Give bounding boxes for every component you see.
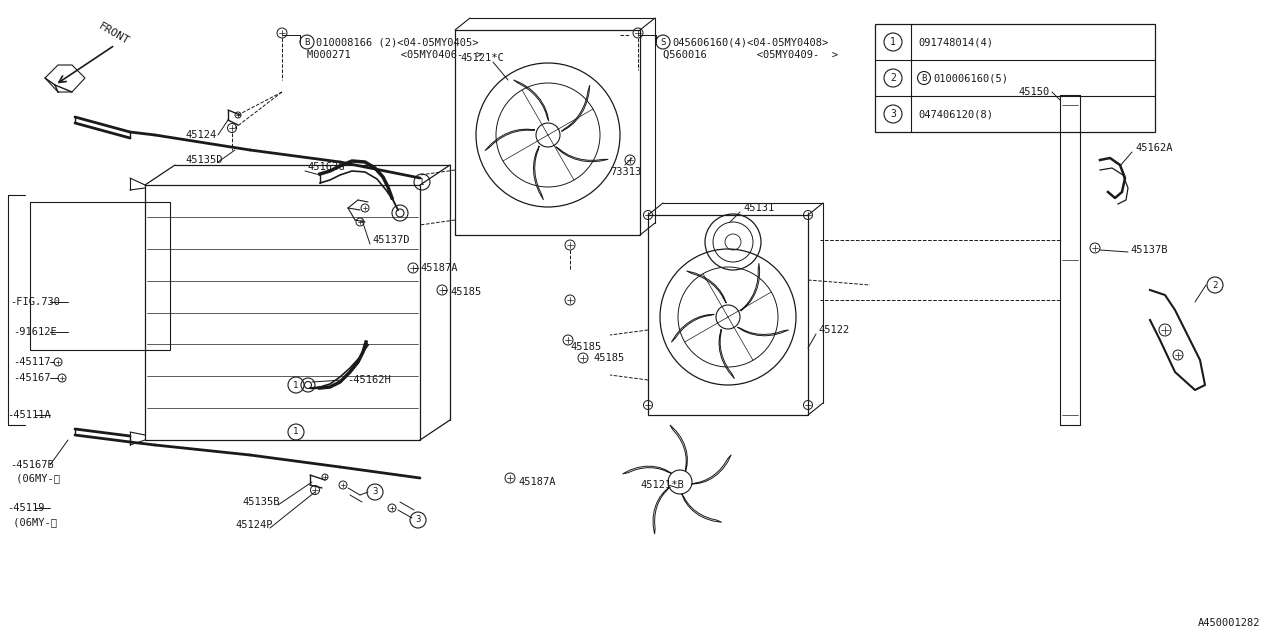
Text: -45162H: -45162H [347, 375, 390, 385]
Text: A450001282: A450001282 [1198, 618, 1260, 628]
Text: 45131: 45131 [742, 203, 774, 213]
Polygon shape [737, 327, 788, 336]
Text: 010008166 (2)<04-05MY0405>: 010008166 (2)<04-05MY0405> [316, 37, 479, 47]
Text: 73313: 73313 [611, 167, 641, 177]
Text: M000271        <05MY0406-  >: M000271 <05MY0406- > [307, 50, 483, 60]
Text: 045606160(4)<04-05MY0408>: 045606160(4)<04-05MY0408> [672, 37, 828, 47]
Text: 45185: 45185 [593, 353, 625, 363]
Text: 3: 3 [890, 109, 896, 119]
Text: B: B [922, 74, 927, 83]
Text: 45121*C: 45121*C [460, 53, 504, 63]
Text: 010006160(5): 010006160(5) [933, 73, 1009, 83]
Text: -45119: -45119 [6, 503, 45, 513]
Polygon shape [485, 129, 535, 151]
Bar [876, 24, 1155, 132]
Text: 45187A: 45187A [518, 477, 556, 487]
Text: 45137D: 45137D [372, 235, 410, 245]
Polygon shape [686, 271, 726, 303]
Text: FRONT: FRONT [97, 22, 132, 47]
Bar [29, 202, 170, 350]
Polygon shape [653, 487, 669, 534]
Text: 1: 1 [420, 177, 425, 186]
Polygon shape [682, 494, 722, 522]
Text: 3: 3 [415, 515, 421, 525]
Text: 45135D: 45135D [186, 155, 223, 165]
Bar [454, 30, 640, 235]
Text: -FIG.730: -FIG.730 [10, 297, 60, 307]
Text: S: S [660, 38, 666, 47]
Text: -45167B: -45167B [10, 460, 54, 470]
Text: (06MY-〉: (06MY-〉 [10, 473, 60, 483]
Text: 091748014(4): 091748014(4) [918, 37, 993, 47]
Text: 45121*B: 45121*B [640, 480, 684, 490]
Text: 45137B: 45137B [1130, 245, 1167, 255]
Text: 45162G: 45162G [307, 162, 344, 172]
Text: (06MY-〉: (06MY-〉 [6, 517, 58, 527]
Polygon shape [562, 85, 590, 131]
Text: 45135B: 45135B [242, 497, 279, 507]
Polygon shape [513, 80, 549, 121]
Text: 45122: 45122 [818, 325, 849, 335]
Text: 45185: 45185 [451, 287, 481, 297]
Text: B: B [305, 38, 310, 47]
Text: 1: 1 [293, 381, 298, 390]
Text: 1: 1 [293, 428, 298, 436]
Text: -45117: -45117 [13, 357, 50, 367]
Polygon shape [556, 147, 608, 162]
Polygon shape [691, 455, 731, 484]
Text: 1: 1 [890, 37, 896, 47]
Polygon shape [719, 329, 735, 379]
Text: 2: 2 [890, 73, 896, 83]
Text: 45150: 45150 [1019, 87, 1050, 97]
Polygon shape [534, 146, 544, 200]
Polygon shape [622, 467, 672, 474]
Text: 047406120(8): 047406120(8) [918, 109, 993, 119]
Polygon shape [741, 263, 759, 311]
Text: -91612E: -91612E [13, 327, 56, 337]
Text: 2: 2 [1212, 280, 1217, 289]
Polygon shape [672, 314, 714, 342]
Text: -45167: -45167 [13, 373, 50, 383]
Text: 3: 3 [372, 488, 378, 497]
Text: 45187A: 45187A [420, 263, 457, 273]
Bar [648, 215, 808, 415]
Polygon shape [669, 425, 687, 472]
Text: Q560016        <05MY0409-  >: Q560016 <05MY0409- > [663, 50, 838, 60]
Text: 45124: 45124 [186, 130, 216, 140]
Text: 45185: 45185 [570, 342, 602, 352]
Text: 45124P: 45124P [236, 520, 273, 530]
Text: 45162A: 45162A [1135, 143, 1172, 153]
Text: -45111A: -45111A [6, 410, 51, 420]
